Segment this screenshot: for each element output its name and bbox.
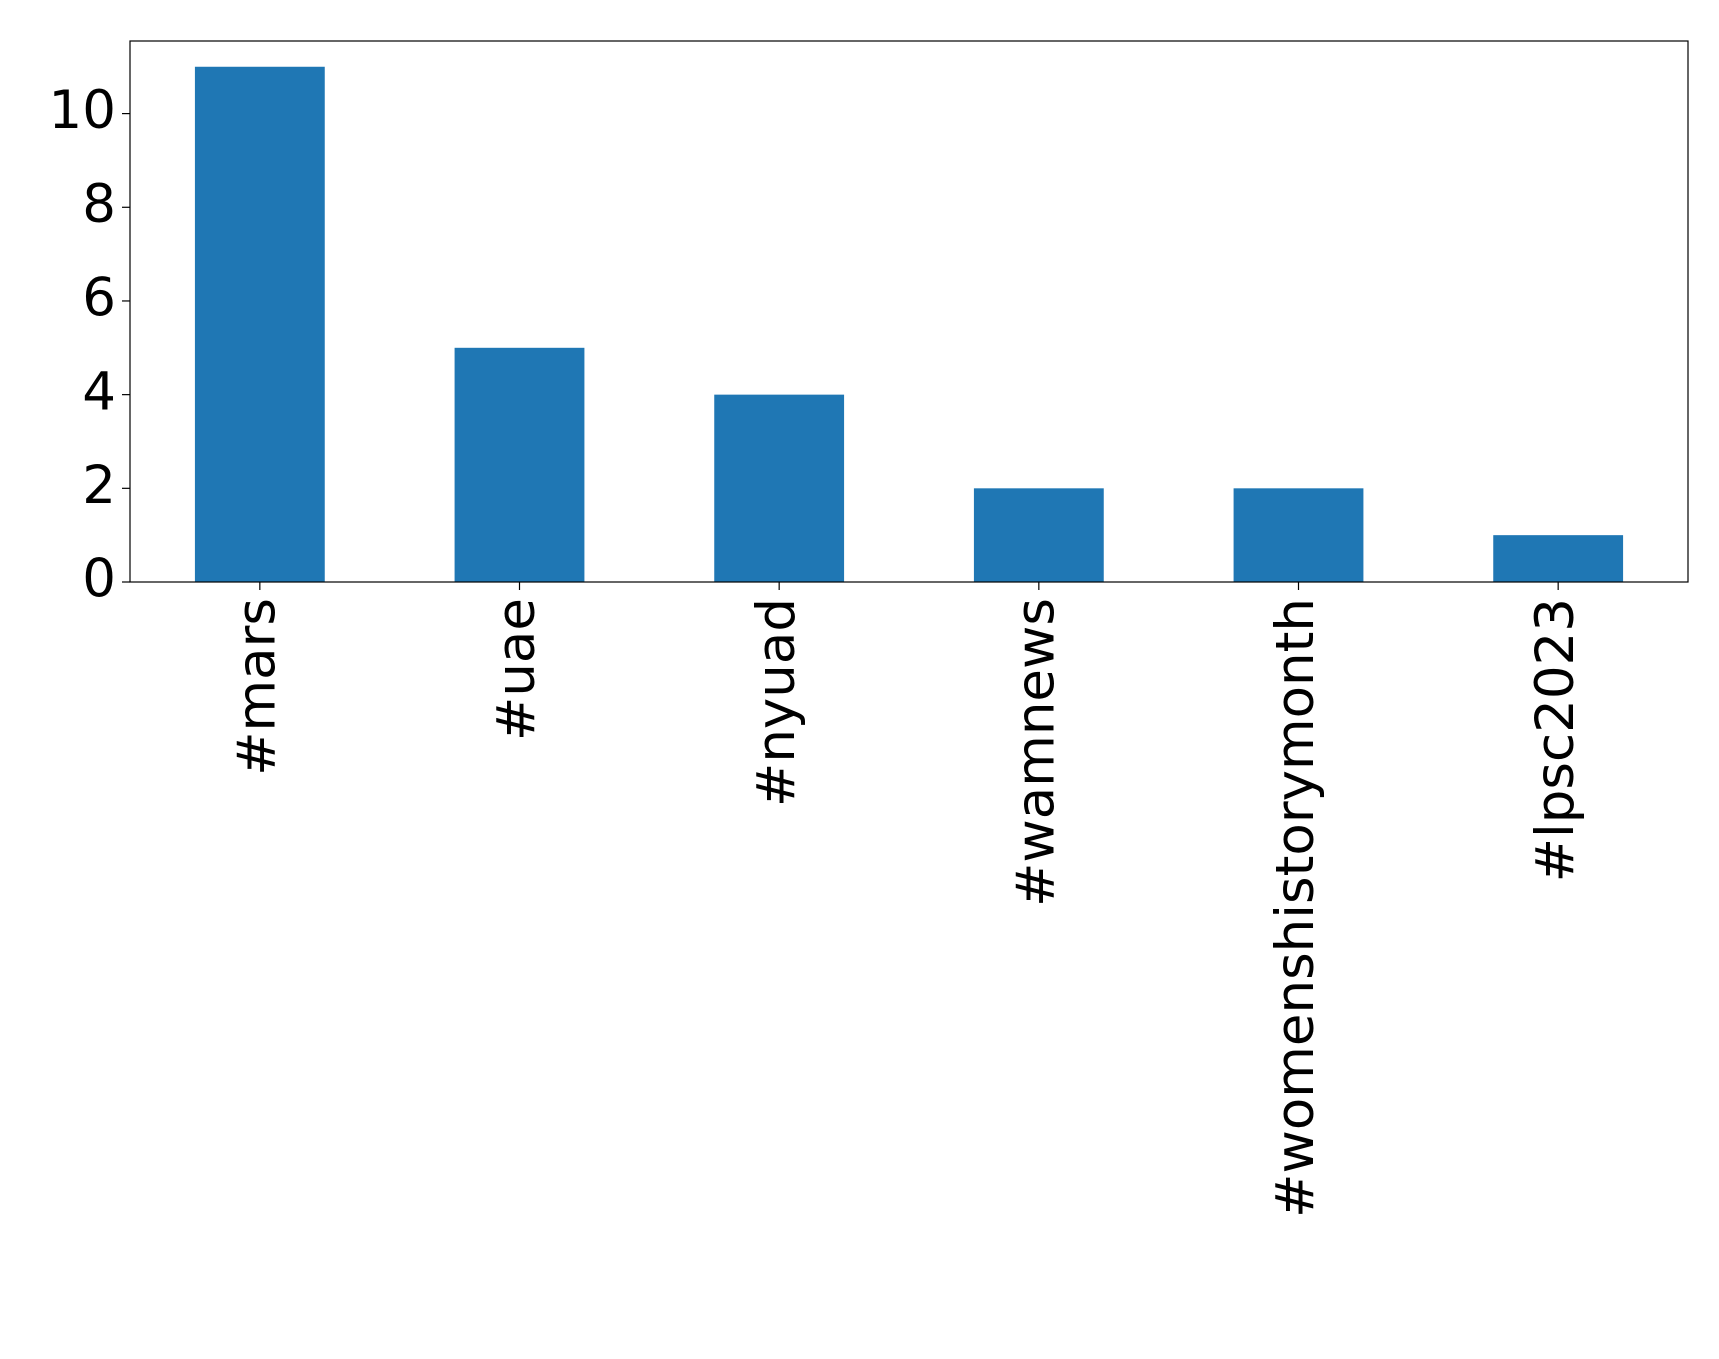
- y-tick-label: 0: [82, 549, 116, 610]
- y-tick-label: 8: [82, 174, 116, 235]
- y-tick-label: 6: [82, 268, 116, 329]
- x-tick-label: #uae: [486, 598, 547, 741]
- bar: [1493, 535, 1624, 582]
- bar: [194, 66, 325, 582]
- bar: [1233, 488, 1364, 582]
- x-tick-label: #mars: [226, 598, 287, 776]
- x-tick-label: #lpsc2023: [1525, 598, 1586, 882]
- bar: [454, 347, 585, 582]
- bar: [714, 394, 845, 582]
- y-tick-label: 2: [82, 455, 116, 516]
- y-tick-label: 4: [82, 361, 116, 422]
- x-tick-label: #womenshistorymonth: [1265, 598, 1326, 1218]
- bar: [973, 488, 1104, 582]
- plot-frame: [129, 40, 1689, 583]
- x-tick-label: #wamnews: [1005, 598, 1066, 907]
- x-tick-label: #nyuad: [746, 598, 807, 807]
- y-tick-label: 10: [49, 80, 116, 141]
